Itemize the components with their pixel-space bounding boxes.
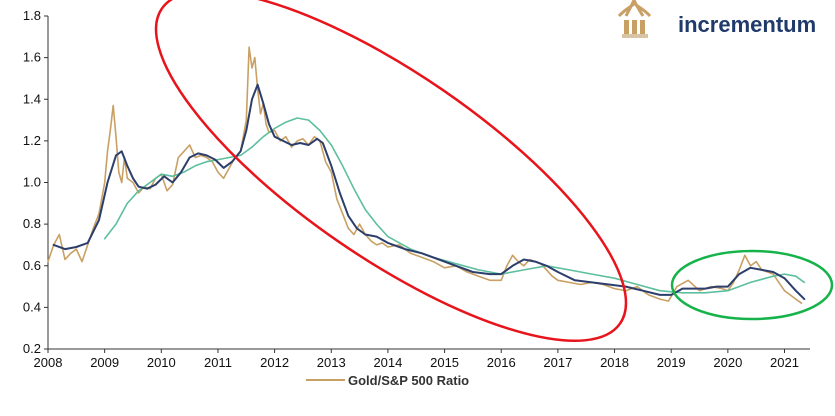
series-layer bbox=[47, 46, 806, 305]
x-tick-label: 2018 bbox=[600, 355, 629, 370]
legend: Gold/S&P 500 Ratio bbox=[306, 373, 469, 388]
x-tick-label: 2015 bbox=[430, 355, 459, 370]
x-tick-label: 2013 bbox=[317, 355, 346, 370]
brand-name: incrementum bbox=[678, 12, 816, 37]
legend-label: Gold/S&P 500 Ratio bbox=[348, 373, 469, 388]
short-moving-average-line bbox=[52, 83, 806, 301]
annotation-layer bbox=[154, 0, 834, 343]
gold-sp500-ratio-line bbox=[47, 46, 803, 305]
x-tick-label: 2012 bbox=[260, 355, 289, 370]
y-tick-label: 1.2 bbox=[23, 133, 41, 148]
x-tick-label: 2011 bbox=[204, 355, 232, 370]
x-tick-label: 2017 bbox=[543, 355, 572, 370]
x-tick-label: 2021 bbox=[770, 355, 799, 370]
y-tick-label: 0.8 bbox=[23, 216, 41, 231]
brand-logo: incrementum bbox=[617, 0, 816, 38]
tree-logo-icon bbox=[617, 0, 652, 38]
y-tick-label: 1.6 bbox=[23, 50, 41, 65]
long-moving-average-line bbox=[103, 117, 806, 294]
axes: 0.2 0.4 0.6 0.8 1.0 1.2 1.4 1.6 1.8 2008 2009 2010 2… bbox=[23, 8, 810, 370]
x-tick-label: 2009 bbox=[90, 355, 119, 370]
x-tick-label: 2010 bbox=[147, 355, 176, 370]
y-tick-label: 1.4 bbox=[23, 91, 41, 106]
x-tick-label: 2016 bbox=[487, 355, 516, 370]
x-tick-label: 2019 bbox=[657, 355, 686, 370]
y-tick-label: 0.6 bbox=[23, 258, 41, 273]
green-ellipse-annotation bbox=[670, 249, 834, 321]
y-tick-label: 1.8 bbox=[23, 8, 41, 23]
x-tick-label: 2008 bbox=[34, 355, 63, 370]
red-ellipse-annotation bbox=[154, 0, 628, 343]
y-tick-label: 1.0 bbox=[23, 175, 41, 190]
x-tick-label: 2020 bbox=[713, 355, 742, 370]
y-tick-label: 0.2 bbox=[23, 341, 41, 356]
x-tick-label: 2014 bbox=[373, 355, 402, 370]
y-tick-label: 0.4 bbox=[23, 299, 41, 314]
